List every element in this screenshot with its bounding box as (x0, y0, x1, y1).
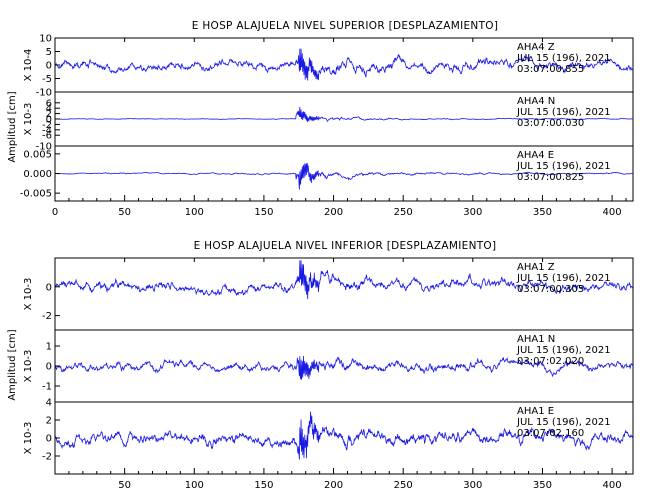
panel-inferior-traces (54, 260, 634, 460)
scale-label: X 10-3 (23, 350, 34, 383)
scale-label: X 10-4 (23, 49, 34, 82)
x-tick-label: 400 (603, 480, 622, 491)
trace-annotation: 03:07:02.160 (517, 428, 584, 439)
trace-annotation: JUL 15 (196), 2021 (516, 417, 611, 428)
trace-aha4-n (54, 106, 634, 123)
y-tick-label: 0 (46, 61, 52, 72)
x-tick-label: 150 (254, 480, 273, 491)
trace-annotation: 03:07:00.030 (517, 118, 584, 129)
x-tick-label: 250 (394, 480, 413, 491)
scale-label: X 10-3 (23, 278, 34, 311)
trace-annotation: AHA1 N (517, 334, 555, 345)
x-tick-label: 100 (185, 480, 204, 491)
x-tick-label: 300 (463, 207, 482, 218)
trace-aha4-z (54, 48, 634, 81)
x-tick-label: 200 (324, 207, 343, 218)
trace-annotation: JUL 15 (196), 2021 (516, 345, 611, 356)
y-tick-label: 5 (46, 47, 52, 58)
y-tick-label: -6 (42, 131, 52, 142)
panel-superior-ylabel: Amplitud [cm] (7, 91, 18, 162)
panel-superior-traces (54, 48, 634, 190)
y-tick-label: -2 (42, 120, 52, 131)
x-tick-label: 50 (118, 480, 131, 491)
trace-annotation: JUL 15 (196), 2021 (516, 161, 611, 172)
trace-annotation: JUL 15 (196), 2021 (516, 107, 611, 118)
trace-aha1-e (54, 411, 634, 460)
trace-annotation: AHA1 E (517, 406, 554, 417)
scale-label: X 10-3 (23, 422, 34, 455)
panel-inferior-axis: 50 100 150 200 250 300 350 400 0 -2 X 10-3 1 0 -1 X 10… (23, 258, 627, 491)
x-tick-label: 100 (185, 207, 204, 218)
trace-annotation: JUL 15 (196), 2021 (516, 53, 611, 64)
y-tick-label: 4 (46, 104, 52, 115)
y-tick-label: 2 (46, 416, 52, 427)
x-tick-label: 350 (533, 480, 552, 491)
y-tick-label: -5 (42, 74, 52, 85)
y-tick-label: -10 (36, 142, 52, 153)
y-tick-label: -4 (42, 125, 52, 136)
x-tick-label: 0 (52, 207, 58, 218)
x-tick-label: 250 (394, 207, 413, 218)
y-tick-label: 2 (46, 109, 52, 120)
trace-annotation: AHA4 N (517, 96, 555, 107)
trace-annotation: AHA4 Z (517, 42, 555, 53)
y-tick-label: 0 (46, 434, 52, 445)
panel-inferior-title: E HOSP ALAJUELA NIVEL INFERIOR [DESPLAZA… (194, 240, 497, 252)
y-tick-label: 0 (46, 115, 52, 126)
x-tick-label: 200 (324, 480, 343, 491)
trace-annotation: 03:07:02.020 (517, 356, 584, 367)
scale-label: X 10-3 (23, 103, 34, 136)
y-tick-label: -2 (42, 452, 52, 463)
x-tick-label: 400 (603, 207, 622, 218)
y-tick-label: -2 (42, 311, 52, 322)
y-tick-label: 10 (39, 34, 52, 45)
trace-aha4-e (54, 163, 634, 190)
y-tick-label: 0.000 (23, 169, 52, 180)
trace-annotation: 03:07:00.305 (517, 284, 584, 295)
trace-annotation: AHA1 Z (517, 262, 555, 273)
panel-inferior: E HOSP ALAJUELA NIVEL INFERIOR [DESPLAZA… (7, 240, 634, 491)
y-tick-label: 0.005 (23, 149, 52, 160)
trace-annotation: 03:07:00.855 (517, 64, 584, 75)
x-tick-label: 50 (118, 207, 131, 218)
trace-annotation: 03:07:00.825 (517, 172, 584, 183)
y-tick-label: -10 (36, 88, 52, 99)
y-tick-label: -1 (42, 382, 52, 393)
y-tick-label: 0 (46, 282, 52, 293)
panel-superior: E HOSP ALAJUELA NIVEL SUPERIOR [DESPLAZA… (7, 20, 634, 218)
y-tick-label: -0.005 (20, 189, 52, 200)
x-tick-label: 300 (463, 480, 482, 491)
trace-annotation: AHA4 E (517, 150, 554, 161)
trace-aha1-z (55, 260, 634, 300)
x-tick-label: 350 (533, 207, 552, 218)
trace-aha1-n (54, 355, 634, 380)
y-tick-label: 1 (46, 342, 52, 353)
y-tick-label: 0 (46, 362, 52, 373)
x-tick-label: 150 (254, 207, 273, 218)
trace-annotation: JUL 15 (196), 2021 (516, 273, 611, 284)
panel-superior-title: E HOSP ALAJUELA NIVEL SUPERIOR [DESPLAZA… (192, 20, 499, 32)
y-tick-label: 4 (46, 398, 52, 409)
panel-inferior-ylabel: Amplitud [cm] (7, 329, 18, 400)
y-tick-label: 6 (46, 98, 52, 109)
